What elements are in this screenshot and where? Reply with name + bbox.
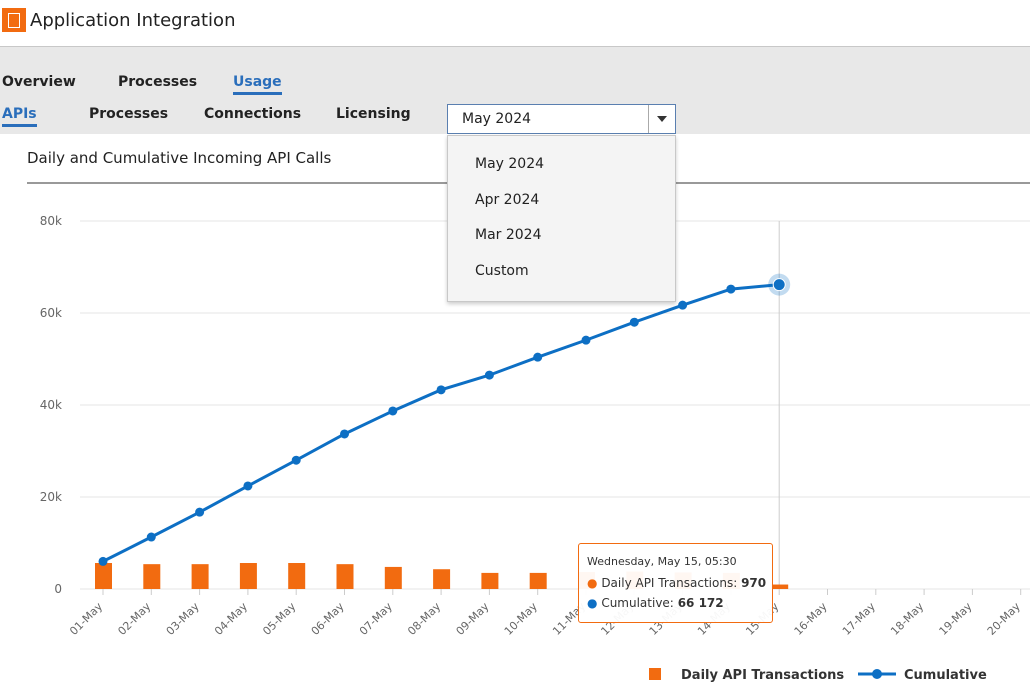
x-tick-label: 08-May — [405, 600, 443, 638]
chart-title: Daily and Cumulative Incoming API Calls — [27, 149, 332, 167]
point — [388, 406, 398, 416]
tooltip-value: 66 172 — [677, 596, 724, 610]
y-tick-label: 20k — [40, 490, 62, 504]
x-tick-label: 04-May — [212, 600, 250, 638]
dropdown-value: May 2024 — [462, 111, 532, 127]
bar — [481, 572, 499, 589]
subtab[interactable]: Connections — [204, 106, 302, 122]
point — [243, 481, 253, 491]
menu-option[interactable]: May 2024 — [475, 156, 545, 172]
tooltip: Wednesday, May 15, 05:30 ● Daily API Tra… — [578, 543, 773, 623]
point — [340, 429, 349, 439]
legend-label: Cumulative — [904, 668, 987, 683]
tooltip-row: ● Daily API Transactions: 970 — [587, 576, 767, 590]
y-tick-label: 80k — [40, 214, 62, 228]
tooltip-value: 970 — [741, 576, 767, 590]
legend-label: Daily API Transactions — [681, 668, 844, 683]
x-tick-label: 16-May — [792, 600, 830, 638]
bar — [191, 564, 209, 589]
point — [581, 335, 591, 345]
x-tick-label: 02-May — [115, 600, 153, 638]
subtab[interactable]: Licensing — [336, 106, 411, 122]
y-tick-label: 40k — [40, 398, 62, 412]
app-icon — [2, 8, 26, 32]
point — [629, 317, 639, 327]
icon-glyph — [8, 13, 20, 28]
tab[interactable]: Processes — [118, 74, 198, 90]
tooltip-row: ● Cumulative: 66 172 — [587, 596, 724, 610]
subtab[interactable]: APIs — [2, 106, 37, 127]
tab[interactable]: Usage — [233, 74, 282, 95]
bar — [771, 584, 789, 589]
menu-option[interactable]: Apr 2024 — [475, 192, 540, 208]
x-tick-label: 07-May — [357, 600, 395, 638]
app-title: Application Integration — [30, 10, 236, 31]
menu-option[interactable]: Mar 2024 — [475, 227, 542, 243]
bar — [336, 564, 354, 589]
x-tick-label: 01-May — [67, 600, 105, 638]
subtab[interactable]: Processes — [89, 106, 169, 122]
menu-option[interactable]: Custom — [475, 263, 529, 279]
point — [678, 300, 688, 310]
x-tick-label: 20-May — [985, 600, 1023, 638]
point — [146, 532, 156, 542]
dropdown-button[interactable] — [648, 105, 676, 133]
point — [291, 455, 301, 465]
tooltip-label: Daily API Transactions: — [601, 576, 738, 590]
tooltip-title: Wednesday, May 15, 05:30 — [587, 555, 737, 568]
x-tick-label: 18-May — [888, 600, 926, 638]
x-tick-label: 09-May — [454, 600, 492, 638]
bar — [239, 563, 257, 589]
x-tick-label: 05-May — [260, 600, 298, 638]
legend-swatch — [872, 669, 882, 679]
line — [102, 283, 780, 563]
bar — [529, 572, 547, 589]
point — [195, 507, 205, 517]
caret — [657, 116, 667, 122]
x-tick-label: 17-May — [840, 600, 878, 638]
point — [772, 278, 786, 292]
bar — [288, 563, 306, 589]
bar — [143, 564, 161, 589]
y-tick-label: 0 — [54, 582, 62, 596]
point — [98, 556, 108, 566]
bar — [384, 566, 402, 589]
dropdown-menu: May 2024 Apr 2024 Mar 2024 Custom — [447, 135, 676, 302]
point — [533, 352, 543, 362]
bar — [433, 569, 451, 589]
point — [484, 370, 494, 380]
x-tick-label: 06-May — [309, 600, 347, 638]
header: Application Integration — [0, 0, 1030, 47]
x-tick-label: 19-May — [937, 600, 975, 638]
tab[interactable]: Overview — [2, 74, 76, 90]
x-tick-label: 10-May — [502, 600, 540, 638]
bar — [95, 563, 112, 589]
tooltip-label: Cumulative: — [601, 596, 674, 610]
x-tick-label: 03-May — [164, 600, 202, 638]
y-tick-label: 60k — [40, 306, 62, 320]
legend-swatch — [649, 668, 661, 680]
point — [436, 385, 446, 395]
month-dropdown[interactable]: May 2024 — [447, 104, 676, 134]
point — [726, 284, 736, 294]
